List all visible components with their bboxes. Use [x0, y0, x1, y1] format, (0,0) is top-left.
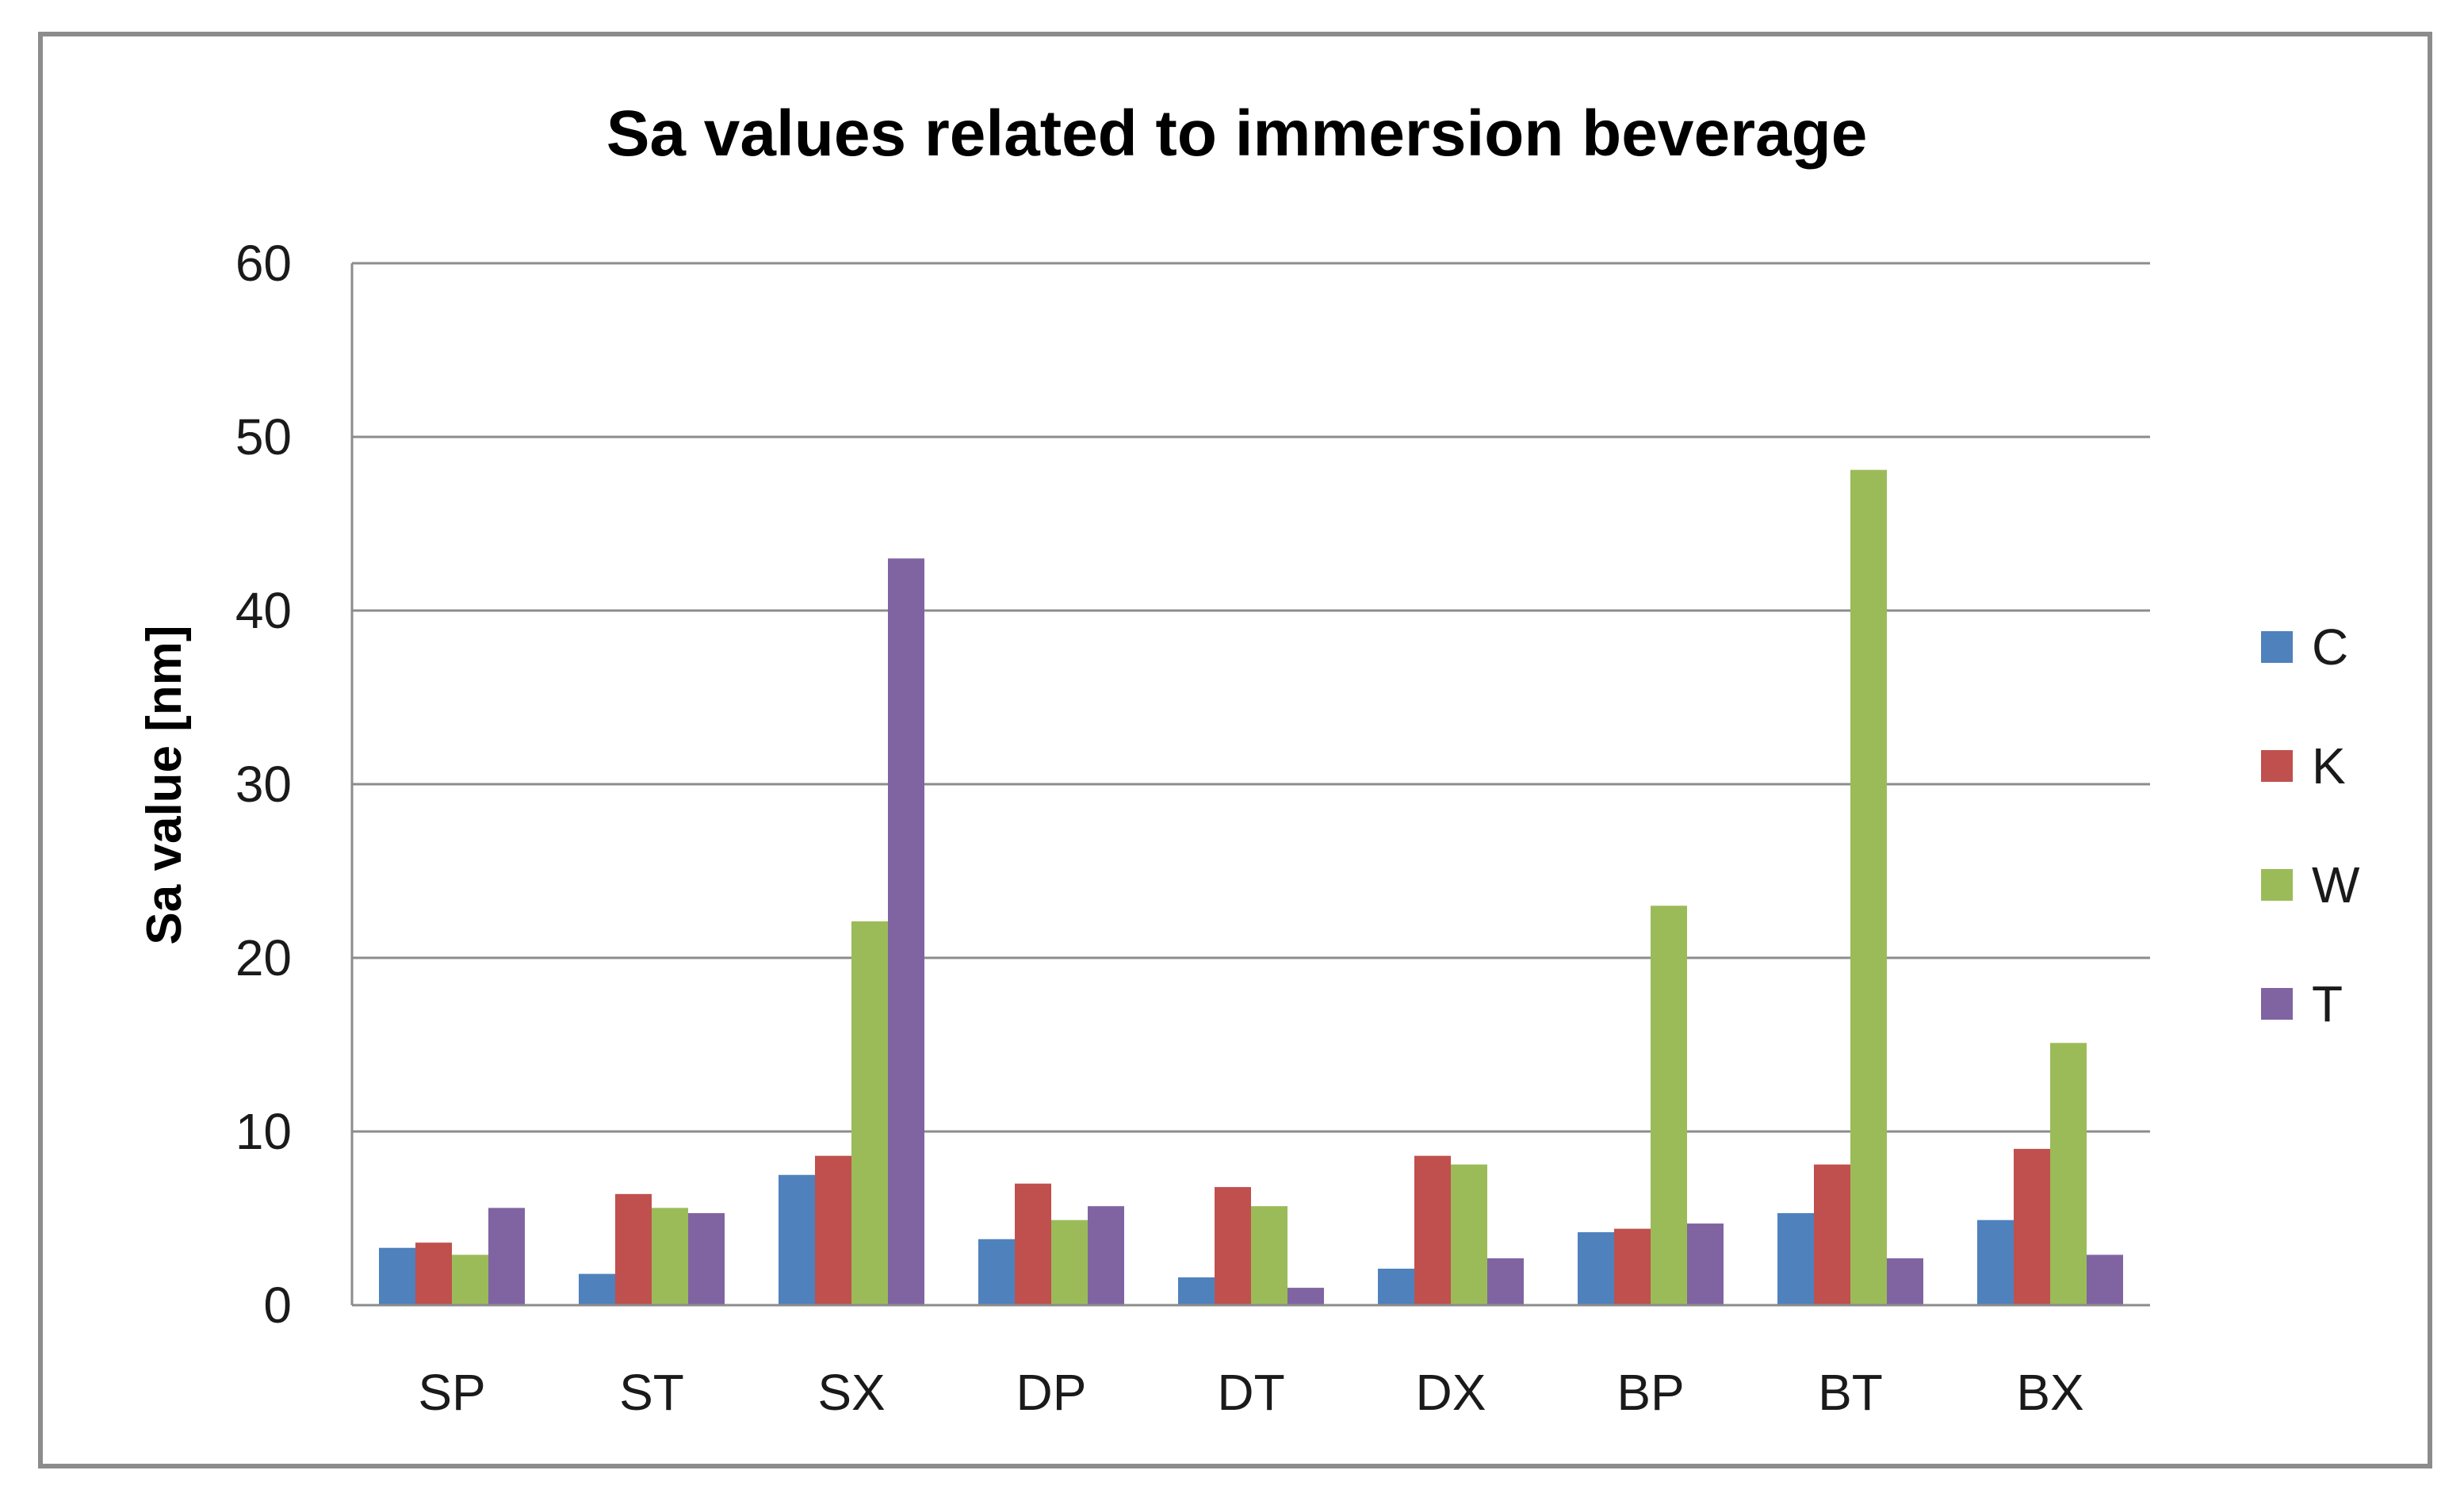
bar-C-DP: [978, 1239, 1015, 1305]
bar-W-DT: [1251, 1206, 1287, 1305]
legend-swatch-W: [2261, 869, 2293, 901]
x-tick-label: BX: [2016, 1364, 2083, 1421]
x-tick-label: SX: [817, 1364, 885, 1421]
y-axis-label: Sa value [nm]: [137, 625, 192, 944]
bar-W-SX: [851, 921, 888, 1305]
y-tick-label: 50: [235, 408, 292, 465]
bar-W-BX: [2050, 1043, 2087, 1305]
bar-T-SP: [488, 1208, 525, 1305]
bar-C-ST: [579, 1273, 615, 1305]
y-tick-labels: 0 10 20 30 40 50 60: [235, 235, 292, 1334]
legend-swatch-K: [2261, 750, 2293, 782]
y-tick-label: 20: [235, 929, 292, 986]
bar-W-DX: [1451, 1164, 1487, 1305]
bar-K-DP: [1015, 1183, 1051, 1305]
bar-T-ST: [688, 1212, 725, 1305]
bar-W-BP: [1651, 906, 1687, 1305]
bar-C-SX: [779, 1174, 815, 1305]
bar-C-SP: [379, 1247, 415, 1305]
y-tick-label: 30: [235, 756, 292, 813]
y-tick-label: 60: [235, 235, 292, 292]
legend-label-T: T: [2312, 975, 2343, 1032]
legend-label-C: C: [2312, 618, 2348, 676]
legend-label-K: K: [2312, 737, 2346, 795]
bar-C-BT: [1777, 1212, 1814, 1305]
legend-swatch-C: [2261, 631, 2293, 663]
x-tick-labels: SP ST SX DP DT DX BP BT BX: [418, 1364, 2083, 1421]
bar-C-BX: [1977, 1220, 2014, 1305]
legend-label-W: W: [2312, 856, 2360, 913]
legend-swatch-T: [2261, 988, 2293, 1020]
x-tick-label: DP: [1016, 1364, 1087, 1421]
bar-T-DX: [1487, 1258, 1524, 1305]
bar-W-DP: [1051, 1220, 1088, 1305]
bar-T-DP: [1088, 1206, 1124, 1305]
legend: C K W T: [2261, 618, 2360, 1032]
bar-K-ST: [615, 1193, 652, 1305]
y-tick-label: 40: [235, 582, 292, 639]
axes: [350, 263, 2150, 1307]
chart-title: Sa values related to immersion beverage: [606, 98, 1868, 170]
bar-K-SX: [815, 1155, 851, 1305]
x-tick-label: DX: [1416, 1364, 1486, 1421]
bar-W-ST: [652, 1208, 688, 1305]
y-tick-label: 10: [235, 1103, 292, 1160]
x-tick-label: ST: [619, 1364, 684, 1421]
y-tick-label: 0: [263, 1277, 292, 1334]
bar-K-SP: [415, 1243, 452, 1305]
bars: [379, 469, 2123, 1305]
x-tick-label: DT: [1217, 1364, 1284, 1421]
bar-T-SX: [888, 558, 924, 1305]
bar-W-SP: [452, 1254, 488, 1305]
bar-W-BT: [1850, 469, 1887, 1305]
x-tick-label: SP: [418, 1364, 485, 1421]
bar-K-BP: [1614, 1228, 1651, 1305]
bar-K-BT: [1814, 1164, 1850, 1305]
bar-K-DX: [1414, 1155, 1451, 1305]
bar-T-BX: [2087, 1254, 2123, 1305]
bar-T-BP: [1687, 1223, 1724, 1305]
bar-K-BX: [2014, 1148, 2050, 1305]
bar-C-DT: [1178, 1277, 1215, 1305]
bar-C-BP: [1578, 1232, 1614, 1305]
x-tick-label: BP: [1617, 1364, 1684, 1421]
bar-K-DT: [1215, 1187, 1251, 1305]
bar-C-DX: [1378, 1269, 1414, 1305]
bar-T-DT: [1287, 1288, 1324, 1305]
x-tick-label: BT: [1818, 1364, 1883, 1421]
bar-T-BT: [1887, 1258, 1923, 1305]
